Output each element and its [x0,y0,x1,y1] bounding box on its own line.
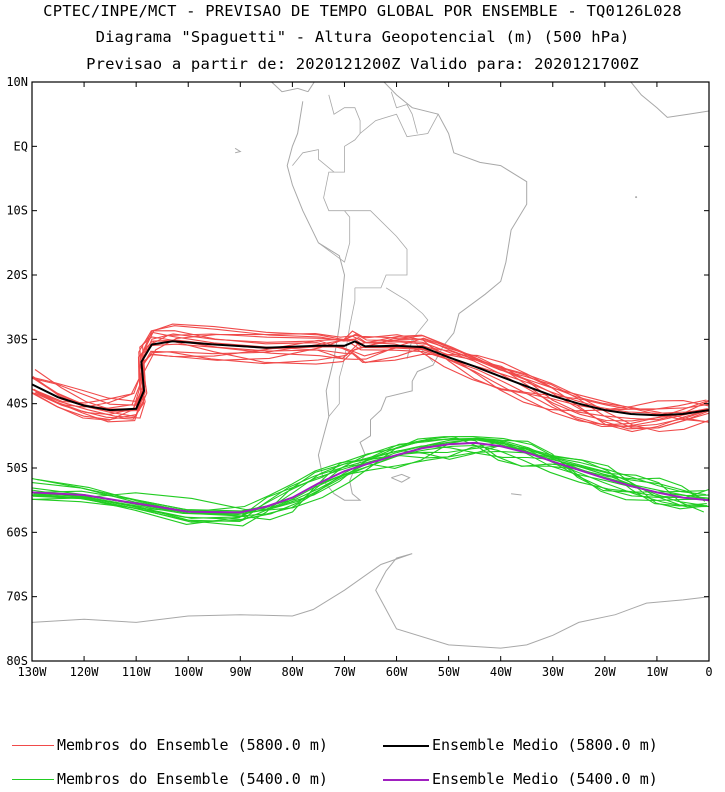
lon-tick-label: 50W [438,665,460,679]
member-line-5400 [32,438,709,520]
coastline-layer [32,82,709,649]
lon-tick-label: 120W [70,665,100,679]
lat-tick-label: 20S [6,268,28,282]
lon-tick-label: 30W [542,665,564,679]
legend-line-member-5800 [12,745,54,746]
legend-label-mean-5800: Ensemble Medio (5800.0 m) [432,736,658,754]
legend-label-member-5400: Membros do Ensemble (5400.0 m) [57,770,328,788]
member-line-5400 [32,437,705,513]
plot-frame [31,81,710,662]
member-line-5800 [34,336,709,423]
member-line-5400 [32,438,709,512]
member-line-5800 [35,325,709,428]
member-line-5400 [32,444,706,513]
lat-tick-label: 70S [6,590,28,604]
lon-tick-label: 110W [122,665,152,679]
lon-tick-label: 130W [18,665,48,679]
member-line-5800 [36,335,709,430]
legend-label-member-5800: Membros do Ensemble (5800.0 m) [57,736,328,754]
members-5400-layer [32,435,709,527]
legend-label-mean-5400: Ensemble Medio (5400.0 m) [432,770,658,788]
lon-tick-label: 90W [229,665,251,679]
members-5800-layer [32,323,709,433]
member-line-5400 [32,435,706,521]
lon-tick-label: 40W [490,665,512,679]
lon-tick-label: 10W [646,665,668,679]
member-line-5800 [32,333,708,422]
lon-tick-label: 70W [334,665,356,679]
lat-tick-label: 10S [6,204,28,218]
member-line-5400 [32,445,708,519]
lon-tick-label: 100W [174,665,204,679]
lat-tick-label: 50S [6,461,28,475]
member-line-5800 [32,333,707,419]
legend-line-mean-5800 [383,745,429,747]
title-line-2: Diagrama "Spaguetti" - Altura Geopotenci… [95,28,630,46]
legend-line-mean-5400 [383,779,429,781]
lat-tick-label: 10N [6,75,28,89]
lon-tick-label: 60W [386,665,408,679]
title-line-3: Previsao a partir de: 2020121200Z Valido… [86,55,639,73]
member-line-5800 [32,333,709,421]
longitude-axis: 130W 120W 110W 100W 90W 80W 70W 60W 50W 40W 30W 20W… [18,82,713,679]
mean-line-5800 [32,340,709,417]
member-line-5400 [32,445,707,527]
lat-tick-label: 30S [6,332,28,346]
lat-tick-label: 60S [6,525,28,539]
lat-tick-label: 80S [6,654,28,668]
lon-tick-label: 20W [594,665,616,679]
legend-line-member-5400 [12,779,54,780]
lat-tick-label: 40S [6,397,28,411]
ensemble-mean-layer [32,340,709,514]
lon-tick-label: 0 [705,665,712,679]
lat-tick-label: EQ [14,139,28,153]
latitude-axis: 10N EQ 10S 20S 30S 40S 50S 60S 70S 80S [6,75,709,668]
lon-tick-label: 80W [282,665,304,679]
member-line-5400 [32,442,707,523]
mean-line-5400 [32,441,709,514]
title-line-1: CPTEC/INPE/MCT - PREVISAO DE TEMPO GLOBA… [43,2,682,20]
